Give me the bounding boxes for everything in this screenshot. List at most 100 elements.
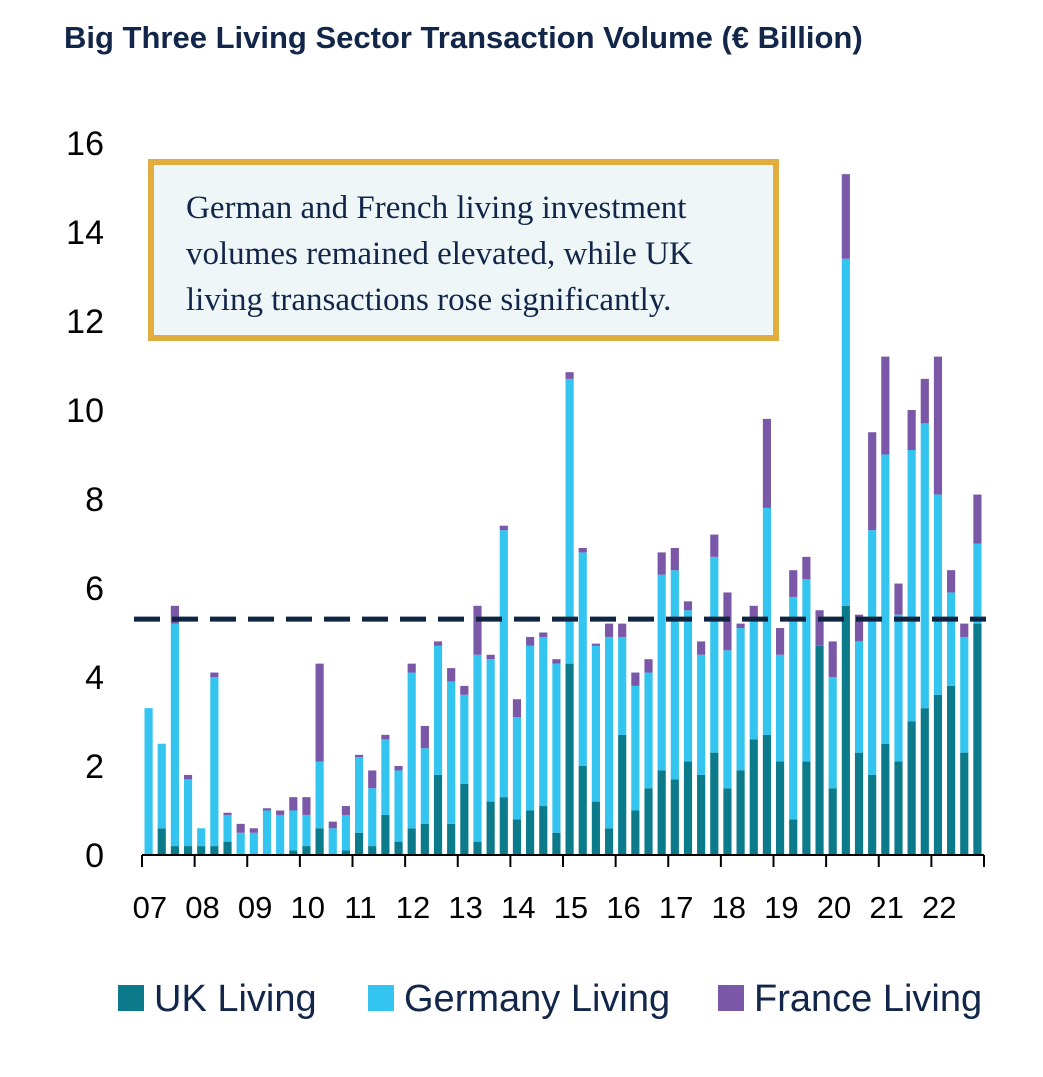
bar-france-living [565,372,574,379]
bar-uk-living [183,846,193,855]
bar-germany-living [368,788,377,847]
bar-uk-living [973,623,982,855]
bar-germany-living [710,556,719,753]
bar-france-living [933,356,943,495]
bar-france-living [183,774,193,780]
x-tick-label: 13 [448,890,482,925]
bar-germany-living [447,681,456,824]
bar-france-living [683,601,693,611]
bar-uk-living [644,788,653,855]
bar-germany-living [394,770,403,842]
bar-germany-living [789,596,798,820]
bar-uk-living [683,761,693,855]
x-tick-label: 12 [396,890,430,925]
bar-france-living [920,378,929,424]
bar-germany-living [236,832,245,855]
bar-france-living [776,628,785,655]
x-tick-label: 20 [817,890,851,925]
bar-germany-living [881,454,890,744]
bar-germany-living [697,654,706,775]
bar-france-living [420,725,429,749]
bar-germany-living [933,494,943,695]
bar-germany-living [249,832,258,855]
bar-france-living [762,418,771,508]
bar-france-living [341,806,350,815]
bar-germany-living [644,672,653,789]
bar-germany-living [170,623,179,847]
bar-germany-living [262,810,272,855]
bar-uk-living [197,846,206,855]
bar-uk-living [894,761,903,855]
bar-france-living [841,174,850,259]
bar-uk-living [762,734,771,855]
bar-germany-living [499,530,508,798]
bar-france-living [644,659,653,673]
bar-france-living [618,623,627,637]
bar-uk-living [539,806,548,855]
bar-france-living [394,766,403,771]
bar-uk-living [789,819,798,855]
bar-germany-living [197,828,206,847]
bar-germany-living [802,579,811,762]
legend-label-uk-living: UK Living [154,978,317,1020]
bar-uk-living [210,846,219,855]
bar-germany-living [736,628,745,771]
bar-uk-living [460,783,469,855]
bar-france-living [631,672,640,686]
bar-uk-living [604,828,614,855]
bar-germany-living [407,672,416,829]
bar-france-living [868,432,877,531]
bar-uk-living [552,832,561,855]
bar-uk-living [776,761,785,855]
x-tick-label: 15 [554,890,588,925]
bar-uk-living [578,766,587,855]
bar-france-living [591,643,600,646]
bar-france-living [552,659,561,664]
bar-uk-living [512,819,522,855]
bar-france-living [789,570,798,597]
bar-france-living [328,821,337,829]
bar-germany-living [315,761,324,829]
bar-germany-living [683,610,693,762]
bar-uk-living [355,832,364,855]
bar-france-living [499,525,508,531]
bar-germany-living [657,574,666,771]
bar-germany-living [841,258,850,606]
bar-france-living [657,552,666,575]
bar-france-living [960,623,969,637]
y-tick-label: 14 [66,214,104,252]
bar-uk-living [920,708,929,855]
bar-uk-living [960,752,969,855]
bar-uk-living [315,828,324,855]
bar-uk-living [710,752,719,855]
y-tick-label: 6 [85,570,104,608]
annotation-box: German and French living investment volum… [148,159,779,341]
bar-germany-living [355,757,364,833]
bar-france-living [512,699,522,718]
bar-france-living [447,668,456,682]
y-tick-label: 0 [85,837,104,875]
bar-germany-living [776,654,785,762]
bar-france-living [210,672,219,677]
bar-france-living [302,797,311,815]
bar-germany-living [618,636,627,735]
bar-germany-living [907,450,916,722]
bar-germany-living [539,636,548,807]
x-tick-label: 22 [922,890,956,925]
bar-germany-living [565,378,574,664]
bar-germany-living [420,748,429,824]
bar-france-living [381,734,390,740]
bar-france-living [433,641,443,646]
bar-uk-living [170,846,179,855]
bar-germany-living [552,663,561,833]
x-axis: 07 08 09 10 11 12 13 14 15 16 17 18 19 20 21 22 [133,854,985,925]
bar-germany-living [289,810,298,851]
bar-france-living [473,605,482,655]
legend-swatch-france-living [718,985,744,1011]
x-tick-label: 14 [501,890,535,925]
bar-uk-living [394,841,403,855]
bar-uk-living [341,850,350,855]
bar-uk-living [447,823,456,855]
